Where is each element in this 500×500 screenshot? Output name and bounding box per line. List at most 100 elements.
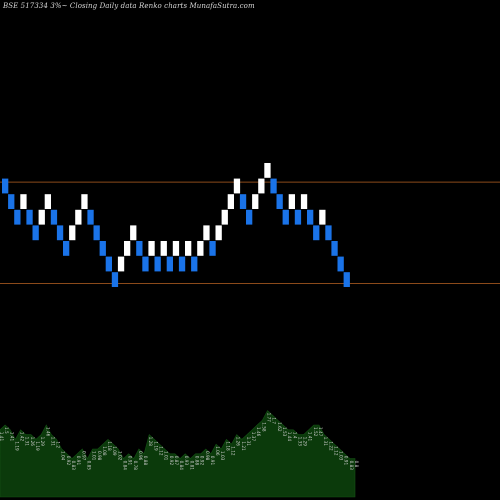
volume-label: 0.91 bbox=[76, 456, 81, 466]
volume-label: 1.01 bbox=[92, 451, 97, 461]
volume-label: 0.98 bbox=[205, 451, 210, 461]
volume-label: 0.92 bbox=[66, 456, 71, 466]
volume-label: 1.33 bbox=[297, 437, 302, 447]
volume-label: 1.5 bbox=[4, 427, 9, 434]
volume-label: 1.01 bbox=[164, 451, 169, 461]
volume-label: 1.09 bbox=[112, 446, 117, 456]
volume-label: 0.91 bbox=[128, 456, 133, 466]
renko-brick bbox=[50, 209, 58, 225]
renko-brick bbox=[93, 225, 100, 241]
renko-brick bbox=[26, 209, 33, 225]
volume-panel: 1.411.51.411.191.421.31 1.261.191.291.461… bbox=[0, 410, 359, 498]
volume-label: 1.19 bbox=[14, 441, 19, 451]
reference-lines bbox=[0, 181, 500, 284]
volume-label: 0.87 bbox=[174, 456, 179, 466]
volume-label: 1.31 bbox=[323, 437, 328, 447]
volume-label: 0.88 bbox=[143, 456, 148, 466]
volume-label: 1.02 bbox=[117, 451, 122, 461]
renko-brick bbox=[148, 240, 155, 256]
volume-label: 1.44 bbox=[287, 432, 292, 442]
renko-brick bbox=[166, 256, 173, 272]
renko-bricks bbox=[2, 162, 350, 288]
renko-brick bbox=[111, 272, 119, 288]
renko-brick bbox=[32, 225, 39, 241]
volume-label: 0.88 bbox=[195, 456, 200, 466]
renko-brick bbox=[63, 240, 70, 256]
volume-label: 0.93 bbox=[184, 456, 189, 466]
volume-label: 0.96 bbox=[138, 451, 143, 461]
volume-label: 1.04 bbox=[61, 451, 66, 461]
volume-label: 1.47 bbox=[318, 427, 323, 437]
volume-label: 0.92 bbox=[169, 456, 174, 466]
renko-brick bbox=[44, 194, 51, 210]
renko-brick bbox=[197, 240, 204, 256]
renko-brick bbox=[276, 194, 283, 210]
renko-brick bbox=[99, 240, 106, 256]
volume-label: 1.41 bbox=[0, 432, 4, 442]
renko-brick bbox=[130, 225, 137, 241]
renko-brick bbox=[136, 240, 143, 256]
volume-label: 1.18 bbox=[225, 441, 230, 451]
volume-label: 1.77 bbox=[267, 413, 272, 423]
volume-label: 0.8 bbox=[354, 461, 359, 468]
volume-label: 0.98 bbox=[97, 451, 102, 461]
volume-label: 1.42 bbox=[20, 432, 25, 442]
volume-label: 1.62 bbox=[277, 422, 282, 432]
renko-brick bbox=[69, 225, 76, 241]
renko-brick bbox=[20, 194, 27, 210]
renko-brick bbox=[300, 194, 308, 210]
volume-label: 1.21 bbox=[241, 441, 246, 451]
renko-brick bbox=[252, 194, 259, 210]
volume-label: 1.06 bbox=[215, 446, 220, 456]
renko-brick bbox=[8, 194, 15, 210]
volume-label: 1.18 bbox=[107, 441, 112, 451]
renko-brick bbox=[124, 240, 131, 256]
volume-label: 1.12 bbox=[158, 446, 163, 456]
renko-brick bbox=[221, 209, 228, 225]
volume-label: 1.46 bbox=[256, 427, 261, 437]
volume-label: 1.22 bbox=[328, 441, 333, 451]
renko-brick bbox=[142, 256, 149, 272]
volume-label: 0.81 bbox=[189, 461, 194, 471]
renko-brick bbox=[172, 240, 180, 256]
volume-label: 0.91 bbox=[344, 456, 349, 466]
volume-label: 0.83 bbox=[71, 461, 76, 471]
volume-label: 0.92 bbox=[200, 456, 205, 466]
renko-brick bbox=[81, 194, 88, 210]
renko-brick bbox=[227, 194, 234, 210]
volume-label: 1.28 bbox=[148, 437, 153, 447]
volume-label: 1.58 bbox=[261, 422, 266, 432]
renko-brick bbox=[87, 209, 94, 225]
volume-label: 1.12 bbox=[333, 446, 338, 456]
volume-label: 1.19 bbox=[35, 441, 40, 451]
volume-label: 1.41 bbox=[308, 432, 313, 442]
renko-brick bbox=[117, 256, 125, 272]
renko-brick bbox=[343, 272, 350, 288]
renko-brick bbox=[307, 209, 314, 225]
renko-brick bbox=[288, 194, 295, 210]
renko-brick bbox=[239, 194, 247, 210]
renko-brick bbox=[160, 240, 167, 256]
renko-brick bbox=[325, 225, 332, 241]
renko-brick bbox=[56, 225, 64, 241]
volume-label: 1.52 bbox=[313, 427, 318, 437]
volume-label: 0.84 bbox=[179, 461, 184, 471]
volume-label: 1.41 bbox=[9, 432, 14, 442]
volume-label: 1.31 bbox=[25, 437, 30, 447]
renko-brick bbox=[178, 256, 186, 272]
renko-brick bbox=[2, 178, 9, 194]
renko-brick bbox=[258, 178, 265, 194]
volume-label: 1.31 bbox=[50, 437, 55, 447]
volume-label: 1.03 bbox=[339, 451, 344, 461]
volume-label: 0.84 bbox=[122, 461, 127, 471]
renko-brick bbox=[233, 178, 241, 194]
volume-area bbox=[0, 410, 356, 498]
volume-label: 1.37 bbox=[251, 432, 256, 442]
volume-label: 1.19 bbox=[153, 441, 158, 451]
volume-label: 0.91 bbox=[210, 456, 215, 466]
renko-brick bbox=[75, 209, 82, 225]
renko-brick bbox=[294, 209, 302, 225]
renko-brick bbox=[215, 225, 222, 241]
volume-label: 1.29 bbox=[40, 437, 45, 447]
